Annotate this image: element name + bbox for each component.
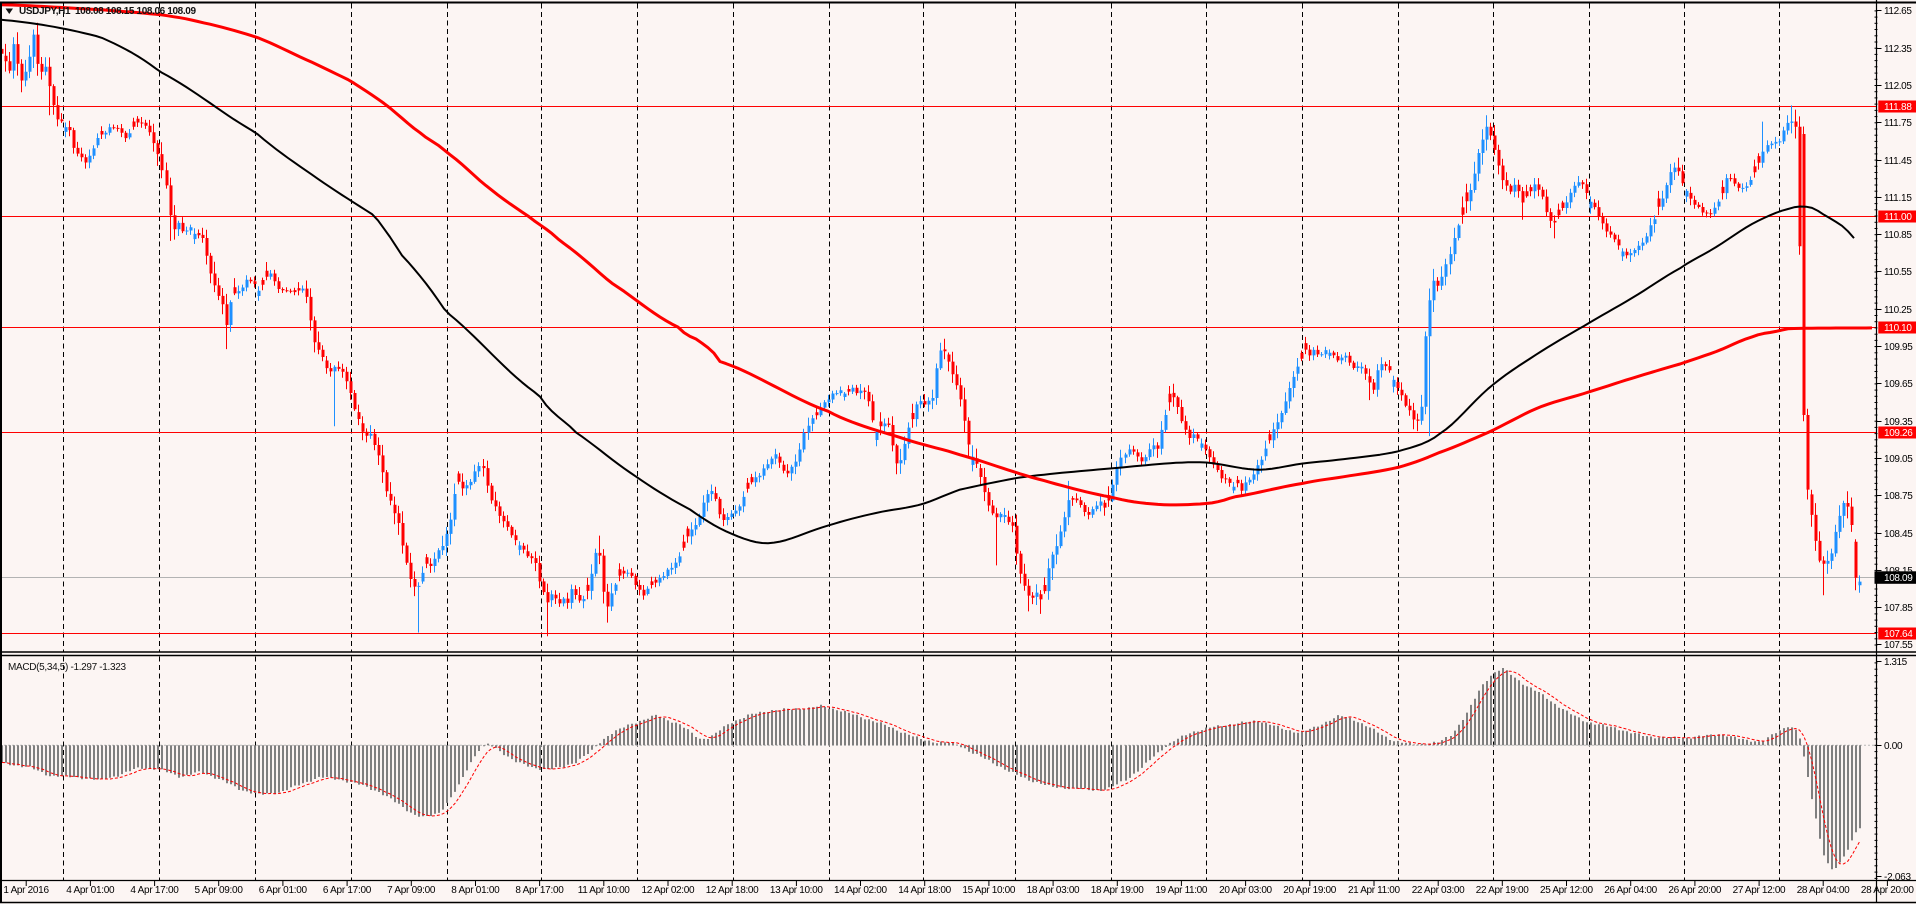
svg-text:110.10: 110.10 xyxy=(1884,323,1912,334)
svg-text:109.35: 109.35 xyxy=(1884,417,1913,428)
svg-text:111.45: 111.45 xyxy=(1884,156,1912,167)
svg-text:107.55: 107.55 xyxy=(1884,640,1913,651)
svg-text:110.55: 110.55 xyxy=(1884,267,1912,278)
svg-text:112.05: 112.05 xyxy=(1884,81,1912,92)
svg-text:7 Apr 09:00: 7 Apr 09:00 xyxy=(387,885,436,896)
svg-text:111.75: 111.75 xyxy=(1884,118,1912,129)
svg-text:112.35: 112.35 xyxy=(1884,44,1912,55)
svg-text:4 Apr 01:00: 4 Apr 01:00 xyxy=(66,885,115,896)
svg-text:12 Apr 02:00: 12 Apr 02:00 xyxy=(642,885,695,896)
svg-text:107.64: 107.64 xyxy=(1884,629,1913,640)
svg-text:12 Apr 18:00: 12 Apr 18:00 xyxy=(706,885,759,896)
svg-text:6 Apr 01:00: 6 Apr 01:00 xyxy=(259,885,308,896)
svg-text:6 Apr 17:00: 6 Apr 17:00 xyxy=(323,885,372,896)
svg-text:5 Apr 09:00: 5 Apr 09:00 xyxy=(195,885,244,896)
svg-text:107.85: 107.85 xyxy=(1884,603,1913,614)
svg-text:13 Apr 10:00: 13 Apr 10:00 xyxy=(770,885,823,896)
svg-text:27 Apr 12:00: 27 Apr 12:00 xyxy=(1733,885,1786,896)
svg-text:14 Apr 18:00: 14 Apr 18:00 xyxy=(898,885,951,896)
svg-text:USDJPY,H1 108.08 108.15 108.0: USDJPY,H1 108.08 108.15 108.06 108.09 xyxy=(19,6,196,17)
svg-text:111.00: 111.00 xyxy=(1884,212,1912,223)
svg-text:25 Apr 12:00: 25 Apr 12:00 xyxy=(1540,885,1593,896)
svg-text:14 Apr 02:00: 14 Apr 02:00 xyxy=(834,885,887,896)
svg-text:1 Apr 2016: 1 Apr 2016 xyxy=(3,885,49,896)
svg-text:18 Apr 19:00: 18 Apr 19:00 xyxy=(1091,885,1144,896)
svg-text:108.09: 108.09 xyxy=(1884,573,1913,584)
svg-text:MACD(5,34,5) -1.297 -1.323: MACD(5,34,5) -1.297 -1.323 xyxy=(8,662,126,673)
svg-text:110.25: 110.25 xyxy=(1884,305,1912,316)
svg-text:19 Apr 11:00: 19 Apr 11:00 xyxy=(1155,885,1208,896)
svg-text:109.26: 109.26 xyxy=(1884,428,1913,439)
svg-text:109.95: 109.95 xyxy=(1884,342,1913,353)
svg-text:26 Apr 04:00: 26 Apr 04:00 xyxy=(1604,885,1657,896)
svg-text:20 Apr 03:00: 20 Apr 03:00 xyxy=(1219,885,1272,896)
svg-text:20 Apr 19:00: 20 Apr 19:00 xyxy=(1283,885,1336,896)
svg-text:109.05: 109.05 xyxy=(1884,454,1913,465)
svg-text:111.88: 111.88 xyxy=(1884,102,1912,113)
svg-text:28 Apr 04:00: 28 Apr 04:00 xyxy=(1797,885,1850,896)
svg-text:108.45: 108.45 xyxy=(1884,529,1913,540)
svg-text:110.85: 110.85 xyxy=(1884,230,1912,241)
svg-text:1.315: 1.315 xyxy=(1884,657,1908,668)
svg-text:11 Apr 10:00: 11 Apr 10:00 xyxy=(578,885,631,896)
svg-text:108.75: 108.75 xyxy=(1884,491,1913,502)
svg-text:22 Apr 03:00: 22 Apr 03:00 xyxy=(1412,885,1465,896)
svg-text:8 Apr 17:00: 8 Apr 17:00 xyxy=(515,885,564,896)
svg-text:26 Apr 20:00: 26 Apr 20:00 xyxy=(1668,885,1721,896)
svg-text:111.15: 111.15 xyxy=(1884,193,1912,204)
svg-text:-2.063: -2.063 xyxy=(1884,872,1911,883)
svg-text:112.65: 112.65 xyxy=(1884,6,1912,17)
svg-text:18 Apr 03:00: 18 Apr 03:00 xyxy=(1027,885,1080,896)
svg-text:28 Apr 20:00: 28 Apr 20:00 xyxy=(1861,885,1914,896)
svg-text:22 Apr 19:00: 22 Apr 19:00 xyxy=(1476,885,1529,896)
svg-text:4 Apr 17:00: 4 Apr 17:00 xyxy=(130,885,179,896)
svg-text:8 Apr 01:00: 8 Apr 01:00 xyxy=(451,885,500,896)
svg-text:15 Apr 10:00: 15 Apr 10:00 xyxy=(962,885,1015,896)
svg-text:109.65: 109.65 xyxy=(1884,379,1913,390)
svg-text:21 Apr 11:00: 21 Apr 11:00 xyxy=(1348,885,1401,896)
svg-text:0.00: 0.00 xyxy=(1884,741,1903,752)
